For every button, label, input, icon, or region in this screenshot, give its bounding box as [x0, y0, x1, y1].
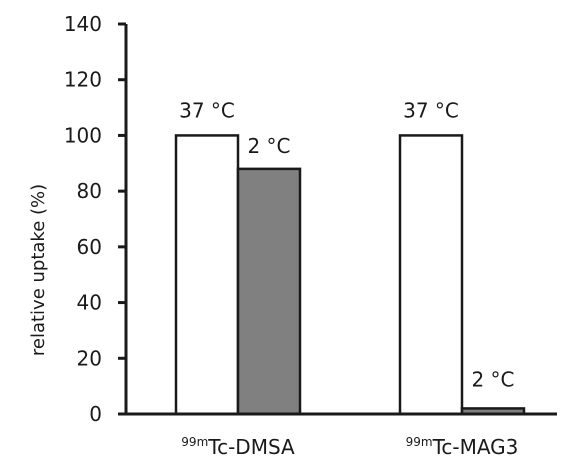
y-tick-label: 20: [77, 346, 102, 370]
bar-label: 2 °C: [471, 367, 514, 391]
y-tick-label: 40: [77, 291, 102, 315]
y-tick-label: 0: [89, 402, 102, 426]
x-axis: 99mTc-DMSA 99mTc-MAG3: [126, 412, 557, 459]
y-tick-label: 100: [64, 123, 102, 147]
bar-labels: 37 °C 2 °C 37 °C 2 °C: [179, 98, 514, 391]
bars: [174, 134, 526, 416]
y-axis-title: relative uptake (%): [28, 184, 49, 356]
bar-label: 37 °C: [179, 98, 235, 122]
y-tick-label: 140: [64, 12, 102, 36]
bar-37c-2: [398, 134, 464, 416]
x-category-label: 99mTc-DMSA: [181, 435, 295, 459]
y-tick-label: 80: [77, 179, 102, 203]
y-tick-label: 60: [77, 235, 102, 259]
bar-label: 37 °C: [403, 98, 459, 122]
bar-2c-1: [236, 167, 302, 416]
y-axis: 0 20 40 60 80 100 120 140: [64, 12, 128, 426]
y-tick-label: 120: [64, 68, 102, 92]
bar-37c-1: [174, 134, 240, 416]
bar-label: 2 °C: [247, 134, 290, 158]
x-category-label: 99mTc-MAG3: [406, 435, 519, 459]
